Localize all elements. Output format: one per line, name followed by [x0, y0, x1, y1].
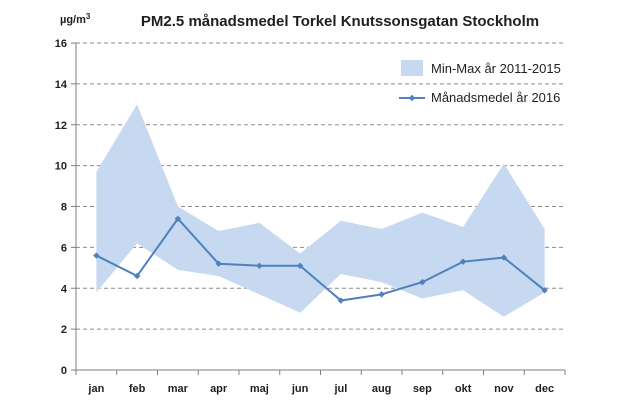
- data-point: [337, 297, 345, 304]
- y-axis-label-superscript: 3: [86, 12, 91, 21]
- data-point: [378, 291, 385, 298]
- tick-labels: 0 2 4 6 8 10 12 14 16 jan feb mar apr maj jun jul aug sep…: [55, 38, 554, 395]
- x-tick-label: okt: [455, 383, 472, 395]
- y-tick-label: 14: [55, 79, 68, 91]
- y-tick-label: 8: [61, 202, 67, 214]
- data-point: [500, 254, 508, 261]
- x-tick-label: apr: [210, 383, 228, 395]
- data-point: [93, 252, 100, 259]
- y-axis-label-base: µg/m: [60, 14, 86, 26]
- data-point: [256, 262, 263, 269]
- series-line: [95, 217, 546, 302]
- data-point: [419, 278, 426, 286]
- x-tick-label: aug: [372, 383, 392, 395]
- min-max-band-layer: [96, 104, 545, 317]
- series-layer: [93, 215, 548, 304]
- legend-label-band: Min-Max år 2011-2015: [431, 61, 561, 76]
- y-tick-label: 10: [55, 161, 67, 173]
- data-point: [174, 215, 182, 222]
- x-tick-label: jul: [333, 383, 347, 395]
- min-max-band: [96, 104, 545, 317]
- data-point: [133, 272, 141, 280]
- x-tick-label: dec: [535, 383, 554, 395]
- data-point: [296, 262, 304, 269]
- y-tick-label: 2: [61, 324, 67, 336]
- x-tick-label: jan: [87, 383, 104, 395]
- chart-title: PM2.5 månadsmedel Torkel Knutssonsgatan …: [141, 13, 539, 30]
- y-tick-label: 6: [61, 242, 67, 254]
- x-tick-label: nov: [494, 383, 514, 395]
- x-tick-label: feb: [129, 383, 146, 395]
- y-axis-label: µg/m3: [60, 12, 91, 26]
- legend-swatch-band: [401, 60, 423, 76]
- legend-marker-series: [408, 94, 416, 102]
- data-point: [459, 258, 467, 265]
- y-tick-label: 0: [61, 365, 67, 377]
- y-tick-label: 4: [61, 283, 68, 295]
- legend-label-series: Månadsmedel år 2016: [431, 90, 560, 105]
- y-tick-label: 16: [55, 38, 67, 50]
- data-point: [215, 260, 222, 267]
- x-tick-label: maj: [250, 383, 269, 395]
- x-tick-label: jun: [291, 383, 309, 395]
- y-tick-label: 12: [55, 120, 67, 132]
- data-point: [541, 287, 548, 294]
- legend: Min-Max år 2011-2015 Månadsmedel år 2016: [399, 60, 561, 105]
- x-tick-label: sep: [413, 383, 432, 395]
- x-tick-label: mar: [168, 383, 189, 395]
